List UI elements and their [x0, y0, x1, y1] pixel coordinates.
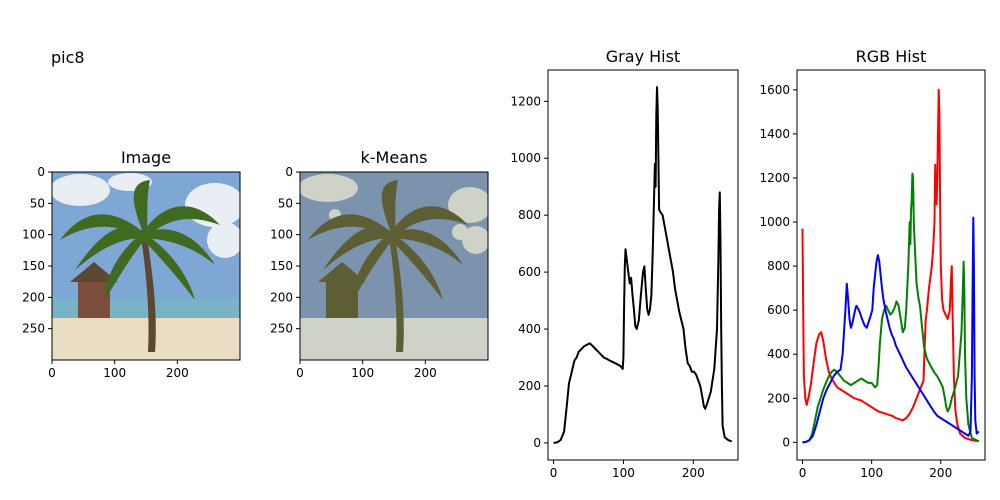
y-tick-label: 100: [270, 228, 293, 242]
kmeans-segmented-image: [300, 172, 488, 360]
y-tick-label: 200: [270, 290, 293, 304]
gray-hist-panel: Gray Hist 0 100 200 0 200 400 600 800 1000 1200: [510, 47, 739, 480]
x-tick-label: 200: [414, 366, 437, 380]
x-tick-label: 100: [860, 466, 883, 480]
y-tick-label: 800: [518, 208, 541, 222]
y-tick-label: 800: [767, 259, 790, 273]
rgb-hist-title: RGB Hist: [856, 47, 927, 66]
image-panel: Image 0 100 200 0 50 100 150 200 250: [22, 148, 241, 380]
x-tick-label: 100: [351, 366, 374, 380]
x-tick-label: 100: [103, 366, 126, 380]
y-tick-label: 1600: [759, 83, 790, 97]
gray-hist-plot: 0 100 200 0 200 400 600 800 1000 1200: [510, 86, 733, 480]
x-tick-label: 200: [682, 466, 705, 480]
x-tick-label: 200: [166, 366, 189, 380]
y-tick-label: 400: [518, 322, 541, 336]
y-tick-label: 0: [782, 435, 790, 449]
y-tick-label: 150: [22, 259, 45, 273]
x-tick-label: 0: [48, 366, 56, 380]
y-tick-label: 600: [518, 265, 541, 279]
beach-photo: [52, 172, 240, 360]
series-line: [802, 172, 980, 444]
image-panel-ticks: 0 100 200 0 50 100 150 200 250: [22, 165, 189, 380]
series-line: [801, 88, 979, 443]
y-tick-label: 600: [767, 303, 790, 317]
y-tick-label: 0: [37, 165, 45, 179]
y-tick-label: 50: [30, 196, 45, 210]
y-tick-label: 400: [767, 347, 790, 361]
x-tick-label: 0: [296, 366, 304, 380]
series-line: [802, 216, 980, 444]
y-tick-label: 1400: [759, 127, 790, 141]
kmeans-panel-title: k-Means: [361, 148, 428, 167]
y-tick-label: 1000: [510, 151, 541, 165]
kmeans-panel-ticks: 0 100 200 0 50 100 150 200 250: [270, 165, 437, 380]
y-tick-label: 200: [22, 290, 45, 304]
y-tick-label: 1200: [759, 171, 790, 185]
y-tick-label: 1200: [510, 94, 541, 108]
y-tick-label: 250: [22, 322, 45, 336]
gray-hist-title: Gray Hist: [606, 47, 680, 66]
kmeans-panel: k-Means 0 100 200 0 50 100 150 200 250: [270, 148, 489, 380]
image-panel-title: Image: [121, 148, 171, 167]
y-tick-label: 0: [285, 165, 293, 179]
y-tick-label: 50: [278, 196, 293, 210]
y-tick-label: 1000: [759, 215, 790, 229]
x-tick-label: 0: [550, 466, 558, 480]
y-tick-label: 200: [767, 391, 790, 405]
y-tick-label: 200: [518, 379, 541, 393]
x-tick-label: 200: [929, 466, 952, 480]
x-tick-label: 100: [612, 466, 635, 480]
series-line: [553, 86, 733, 444]
rgb-hist-panel: RGB Hist 0 100 200 0 200 400 600 800 1000 1200 140…: [759, 47, 986, 480]
rgb-hist-plot: 0 100 200 0 200 400 600 800 1000 1200 1400 1600: [759, 83, 980, 480]
y-tick-label: 250: [270, 322, 293, 336]
y-tick-label: 0: [533, 436, 541, 450]
y-tick-label: 150: [270, 259, 293, 273]
y-tick-label: 100: [22, 228, 45, 242]
x-tick-label: 0: [799, 466, 807, 480]
figure-label: pic8: [51, 48, 85, 67]
